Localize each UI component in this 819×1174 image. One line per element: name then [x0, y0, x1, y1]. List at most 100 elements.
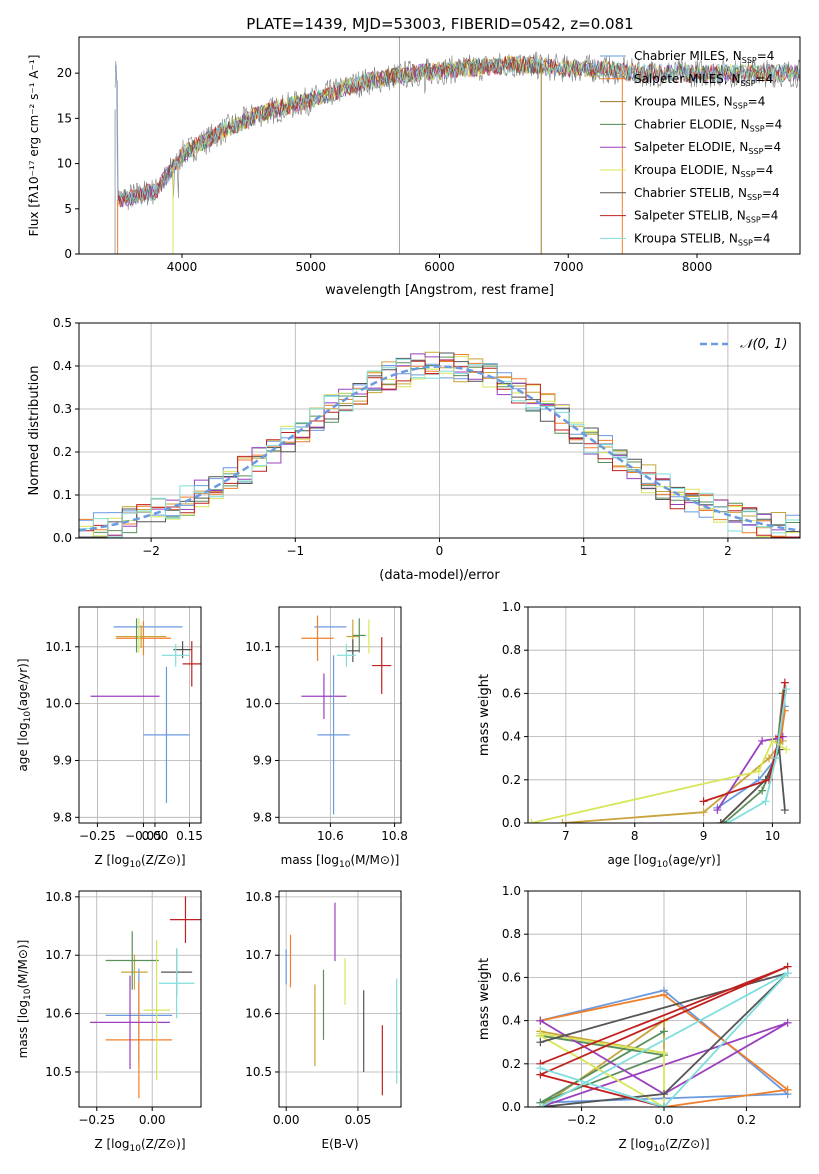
mass-age-point	[301, 615, 334, 661]
z-mass-point	[105, 931, 159, 990]
z-weight-marker	[660, 990, 668, 999]
z-weight-marker	[536, 1103, 545, 1107]
age-weight-marker	[768, 736, 777, 745]
age-weight-series-line	[531, 739, 787, 823]
spectrum-ylabel: Flux [fλ10⁻¹⁷ erg cm⁻² s⁻¹ A⁻¹]	[27, 55, 41, 237]
z-mass-point	[90, 975, 170, 1070]
residuals-xtick-label: 2	[724, 544, 732, 558]
z-age-xlabel: Z [log10(Z/Z⊙)]	[94, 853, 185, 870]
mass-age-point	[372, 637, 392, 694]
age-weight-marker	[758, 786, 767, 795]
spectrum-legend-label: Salpeter ELODIE, NSSP=4	[634, 140, 781, 156]
residuals-xtick-label: −2	[142, 544, 160, 558]
z-age-ylabel: age [log10(age/yr)]	[16, 658, 33, 771]
mass-age-frame	[278, 606, 402, 824]
age-weight-ylabel: mass weight	[477, 674, 492, 756]
z-weight-xtick-label: −0.2	[567, 1113, 596, 1127]
z-mass-xtick-label: −0.25	[78, 1113, 115, 1127]
age-weight-ytick-label: 0.2	[502, 773, 521, 787]
age-weight-marker	[761, 797, 770, 806]
residuals-ytick-label: 0.1	[53, 488, 72, 502]
z-mass-xtick-label: 0.00	[139, 1113, 166, 1127]
spectrum-xlabel: wavelength [Angstrom, rest frame]	[325, 283, 554, 298]
spectrum-frame	[78, 36, 801, 255]
ebv-mass-xtick-label: 0.00	[273, 1113, 300, 1127]
residuals-ytick-label: 0.4	[53, 359, 72, 373]
age-weight-marker	[754, 767, 763, 776]
ebv-mass-grid	[279, 891, 401, 1107]
residuals-normal-curve	[79, 365, 800, 532]
figure-title: PLATE=1439, MJD=53003, FIBERID=0542, z=0…	[246, 15, 633, 33]
mass-age-xtick-label: 10.8	[381, 829, 408, 843]
spectrum-model-line	[119, 55, 542, 204]
age-weight-ytick-label: 1.0	[502, 600, 521, 614]
z-weight-ytick-label: 1.0	[502, 884, 521, 898]
spectrum-legend-label: Chabrier MILES, NSSP=4	[634, 49, 774, 65]
spectrum-xtick-label: 6000	[424, 260, 455, 274]
mass-age-xlabel-text: mass [log10(M/M⊙)]	[281, 853, 400, 870]
z-weight-ytick-label: 0.0	[502, 1100, 521, 1114]
mass-age-ytick-label: 9.8	[253, 810, 272, 824]
z-weight-series-line	[539, 1032, 665, 1107]
residuals-histogram	[79, 352, 800, 538]
age-weight-marker	[558, 819, 567, 823]
residuals-legend-label: 𝒩(0, 1)	[740, 337, 787, 352]
z-weight-ytick-label: 0.2	[502, 1057, 521, 1071]
z-age-ytick-label: 10.0	[45, 697, 72, 711]
age-weight-ytick-label: 0.8	[502, 643, 521, 657]
spectrum-legend-label: Chabrier ELODIE, NSSP=4	[634, 117, 782, 133]
z-mass-ytick-label: 10.8	[45, 890, 72, 904]
age-weight-xtick-label: 8	[631, 829, 639, 843]
age-weight-marker	[780, 806, 789, 815]
z-mass-point	[169, 896, 201, 943]
residuals-xtick-label: −1	[286, 544, 304, 558]
z-weight-ytick-label: 0.8	[502, 927, 521, 941]
z-age-frame	[78, 606, 202, 824]
age-weight-xtick-label: 7	[562, 829, 570, 843]
ebv-mass-ytick-label: 10.7	[245, 948, 272, 962]
spectrum-xtick-label: 4000	[167, 260, 198, 274]
age-weight-marker	[771, 754, 780, 763]
z-age-xtick-label: 0.00	[142, 829, 169, 843]
spectrum-xtick-label: 5000	[295, 260, 326, 274]
ebv-mass-frame	[278, 890, 402, 1108]
spectrum-legend-label: Salpeter STELIB, NSSP=4	[634, 209, 778, 225]
ebv-mass-ytick-label: 10.5	[245, 1065, 272, 1079]
z-age-ytick-label: 9.8	[53, 810, 72, 824]
z-mass-ytick-label: 10.6	[45, 1007, 72, 1021]
z-age-point	[115, 621, 172, 656]
z-age-xlabel-text: Z [log10(Z/Z⊙)]	[94, 853, 185, 870]
z-age-ytick-label: 9.9	[53, 753, 72, 767]
z-age-xtick-label: 0.15	[176, 829, 203, 843]
z-weight-marker	[783, 969, 792, 978]
z-age-grid	[79, 607, 201, 823]
z-weight-frame	[527, 890, 801, 1108]
age-weight-frame	[527, 606, 801, 824]
age-weight-marker	[699, 808, 708, 817]
spectrum-legend-label: Kroupa STELIB, NSSP=4	[634, 231, 771, 247]
mass-age-ytick-label: 10.0	[245, 697, 272, 711]
z-mass-ytick-label: 10.7	[45, 948, 72, 962]
z-weight-series-line	[537, 965, 788, 1107]
spectrum-ytick-label: 15	[57, 111, 72, 125]
age-weight-marker	[782, 745, 791, 754]
residuals-xlabel: (data-model)/error	[379, 568, 500, 583]
age-weight-xlabel-text: age [log10(age/yr)]	[607, 853, 720, 870]
z-weight-series-line	[539, 972, 789, 1107]
ebv-mass-ytick-label: 10.6	[245, 1007, 272, 1021]
z-age-point	[115, 625, 167, 648]
age-weight-xtick-label: 10	[765, 829, 780, 843]
ebv-mass-xlabel: E(B-V)	[321, 1137, 358, 1151]
spectrum-xtick-label: 7000	[553, 260, 584, 274]
z-age-point	[143, 666, 190, 804]
spectrum-legend-label: Chabrier STELIB, NSSP=4	[634, 186, 780, 202]
age-weight-marker	[716, 819, 725, 823]
mass-age-point	[346, 639, 360, 663]
age-weight-series-line	[720, 710, 786, 823]
age-weight-ytick-label: 0.0	[502, 816, 521, 830]
age-weight-series-line	[727, 688, 788, 823]
spectrum-legend-label: Kroupa MILES, NSSP=4	[634, 95, 765, 111]
age-weight-marker	[713, 806, 722, 815]
z-age-xtick-label: −0.25	[79, 829, 116, 843]
